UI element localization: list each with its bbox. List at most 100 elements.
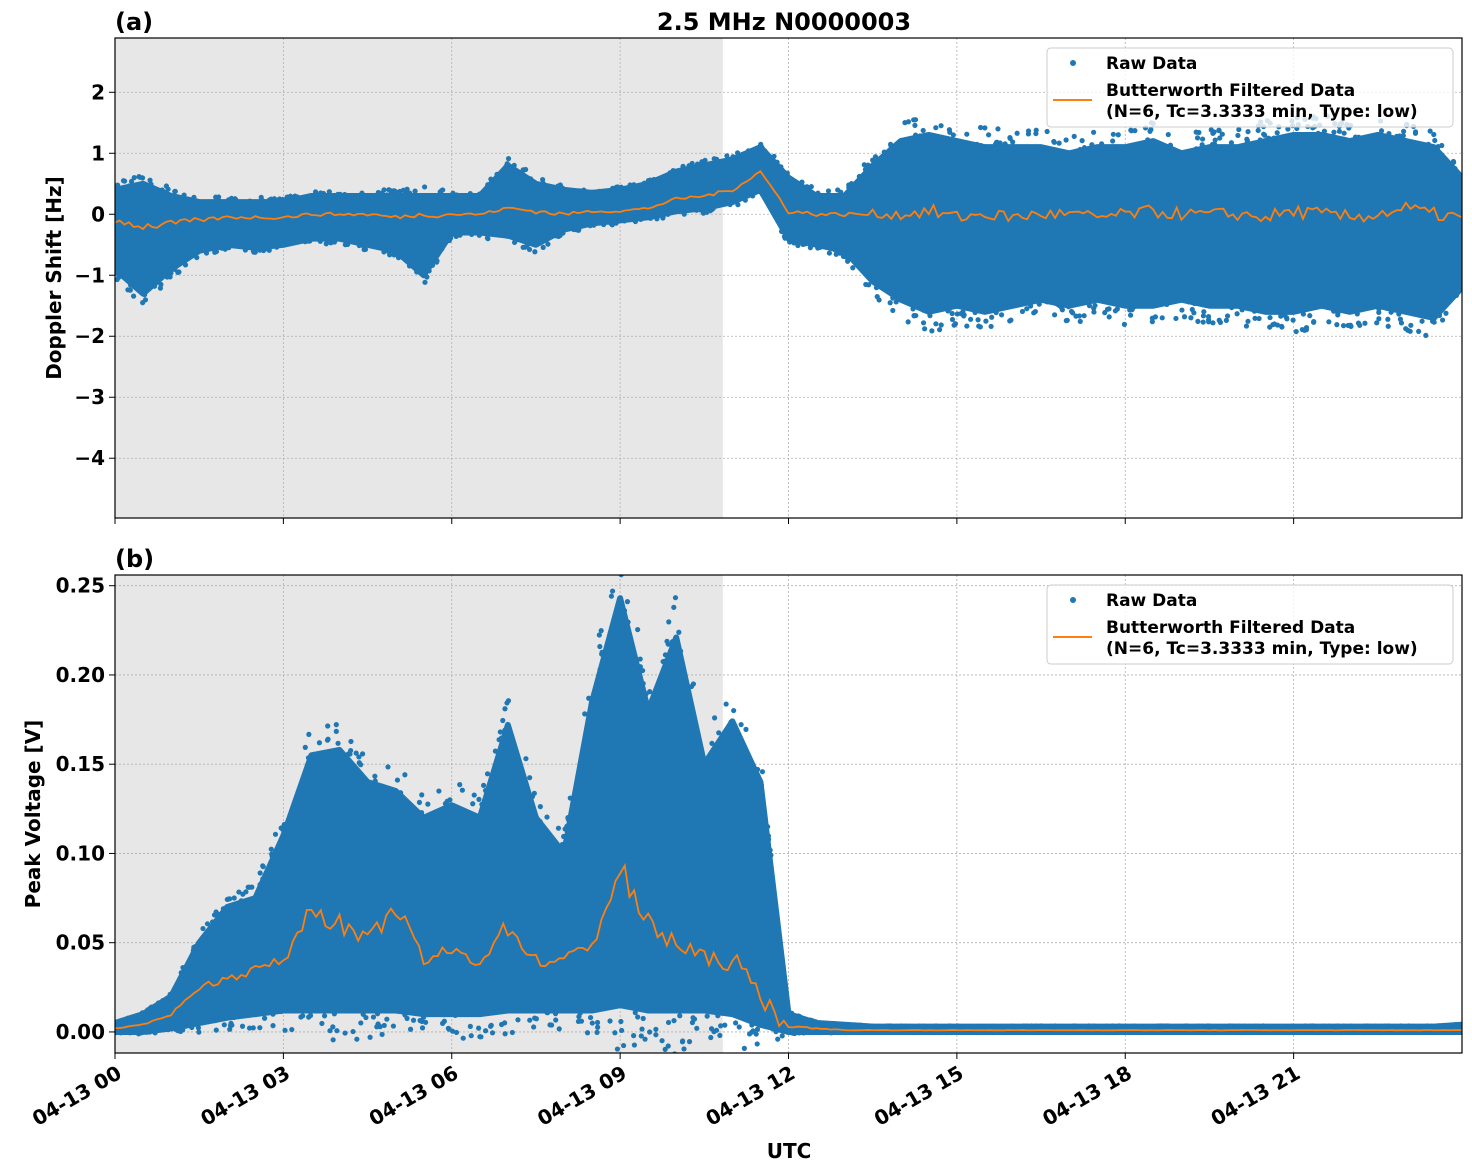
raw-data-point: [249, 884, 255, 890]
raw-data-point: [272, 831, 279, 837]
raw-data-point: [147, 177, 153, 183]
raw-data-point: [503, 163, 509, 169]
raw-data-point: [1221, 1023, 1227, 1030]
raw-data-point: [690, 1015, 696, 1021]
raw-data-point: [808, 1029, 814, 1035]
raw-data-point: [225, 197, 232, 203]
raw-data-point: [1386, 130, 1392, 137]
raw-data-point: [1010, 303, 1016, 309]
raw-data-point: [677, 1013, 683, 1019]
raw-data-point: [447, 235, 454, 241]
raw-data-point: [209, 919, 216, 925]
raw-data-point: [785, 234, 791, 240]
raw-data-point: [717, 1032, 723, 1039]
raw-data-point: [1124, 1029, 1130, 1036]
raw-data-point: [1073, 313, 1079, 319]
raw-data-point: [183, 196, 189, 202]
raw-data-point: [484, 771, 491, 777]
raw-data-point: [658, 175, 664, 181]
raw-data-point: [975, 317, 981, 323]
raw-data-point: [1205, 313, 1212, 320]
raw-data-point: [775, 1036, 781, 1042]
raw-data-point: [470, 801, 476, 807]
raw-data-point: [1400, 128, 1407, 134]
raw-data-point: [1206, 319, 1212, 325]
raw-data-point: [429, 262, 436, 268]
raw-data-point: [402, 772, 408, 778]
raw-data-point: [402, 1012, 408, 1018]
raw-data-point: [115, 270, 120, 276]
raw-data-point: [367, 1008, 374, 1014]
raw-data-point: [1199, 1023, 1205, 1029]
raw-data-point: [1077, 146, 1083, 153]
raw-data-point: [936, 327, 943, 333]
raw-data-point: [944, 1029, 950, 1036]
raw-data-point: [1453, 292, 1460, 298]
raw-data-point: [1384, 305, 1390, 311]
raw-data-point: [954, 311, 960, 317]
raw-data-point: [778, 164, 784, 170]
raw-data-point: [750, 193, 756, 199]
raw-data-point: [1376, 316, 1382, 322]
raw-data-point: [672, 595, 679, 601]
raw-data-point: [1245, 318, 1251, 324]
raw-data-point: [497, 729, 503, 735]
y-tick-label: 0.15: [56, 752, 105, 776]
raw-data-point: [363, 242, 369, 248]
raw-data-point: [1299, 326, 1305, 333]
raw-data-point: [735, 202, 741, 208]
raw-data-point: [196, 1029, 202, 1035]
raw-data-point: [865, 1023, 871, 1029]
y-tick-label: −1: [74, 263, 105, 287]
raw-data-point: [920, 320, 927, 326]
raw-data-point: [597, 666, 603, 673]
raw-data-point: [559, 841, 565, 848]
raw-data-point: [127, 1030, 133, 1036]
raw-data-point: [1239, 307, 1245, 313]
raw-data-point: [488, 1023, 494, 1029]
raw-data-point: [212, 249, 218, 255]
raw-data-point: [353, 750, 359, 756]
raw-data-point: [778, 228, 785, 235]
raw-data-point: [492, 748, 499, 754]
raw-data-point: [1439, 317, 1446, 323]
raw-data-point: [715, 1013, 721, 1019]
raw-data-point: [631, 182, 637, 188]
raw-data-point: [1073, 1023, 1080, 1029]
raw-data-point: [533, 1016, 539, 1022]
raw-data-point: [227, 896, 233, 902]
raw-data-point: [139, 1010, 145, 1016]
raw-data-point: [1400, 133, 1406, 139]
raw-data-point: [694, 161, 701, 167]
raw-data-point: [182, 262, 189, 268]
raw-data-point: [1364, 1023, 1370, 1029]
raw-data-point: [598, 628, 604, 634]
raw-data-point: [1392, 1023, 1398, 1029]
raw-data-point: [624, 599, 631, 605]
raw-data-point: [609, 222, 615, 228]
raw-data-point: [1378, 128, 1385, 134]
raw-data-point: [724, 153, 730, 159]
raw-data-point: [946, 306, 953, 312]
raw-data-point: [1432, 137, 1438, 144]
raw-data-point: [594, 1029, 600, 1035]
raw-data-point: [140, 300, 146, 306]
raw-data-point: [815, 190, 821, 196]
raw-data-point: [1216, 144, 1222, 150]
raw-data-point: [1436, 1023, 1442, 1029]
raw-data-point: [1403, 326, 1409, 332]
raw-data-series: [115, 113, 1462, 338]
raw-data-point: [881, 149, 887, 155]
raw-data-point: [699, 159, 705, 165]
raw-data-point: [625, 619, 631, 625]
raw-data-point: [1293, 1023, 1299, 1030]
raw-data-point: [754, 1041, 760, 1047]
raw-data-point: [1014, 130, 1020, 136]
raw-data-point: [651, 176, 657, 183]
raw-data-point: [635, 1014, 641, 1020]
filtered-data-line: [115, 862, 1462, 1032]
raw-data-point: [1210, 320, 1216, 326]
raw-data-point: [1091, 309, 1097, 315]
raw-data-point: [665, 211, 671, 217]
raw-data-point: [734, 150, 741, 156]
